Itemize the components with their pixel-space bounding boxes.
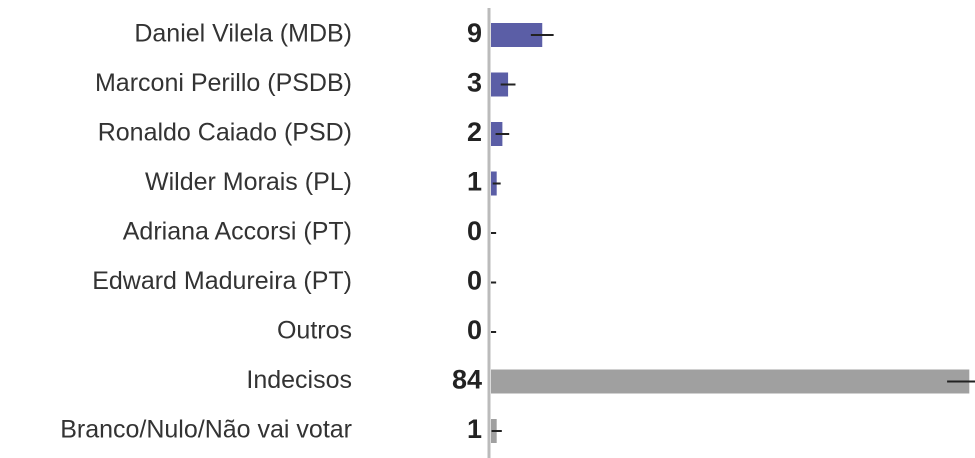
bar xyxy=(491,72,509,97)
value-label: 0 xyxy=(467,266,482,296)
value-label: 9 xyxy=(467,18,482,48)
category-label: Marconi Perillo (PSDB) xyxy=(95,69,352,97)
category-label: Branco/Nulo/Não vai votar xyxy=(60,416,352,444)
category-label: Adriana Accorsi (PT) xyxy=(123,218,352,246)
category-label: Wilder Morais (PL) xyxy=(145,168,352,196)
value-label: 3 xyxy=(467,68,482,98)
value-label: 0 xyxy=(467,216,482,246)
category-label: Ronaldo Caiado (PSD) xyxy=(98,119,352,147)
category-label: Edward Madureira (PT) xyxy=(92,267,352,295)
value-label: 1 xyxy=(467,414,482,444)
value-label: 2 xyxy=(467,117,482,147)
category-label: Daniel Vilela (MDB) xyxy=(134,20,352,48)
category-label: Outros xyxy=(277,317,352,345)
value-label: 84 xyxy=(452,365,482,395)
value-label: 1 xyxy=(467,167,482,197)
category-label: Indecisos xyxy=(246,366,352,394)
bar xyxy=(491,369,970,394)
value-label: 0 xyxy=(467,315,482,345)
